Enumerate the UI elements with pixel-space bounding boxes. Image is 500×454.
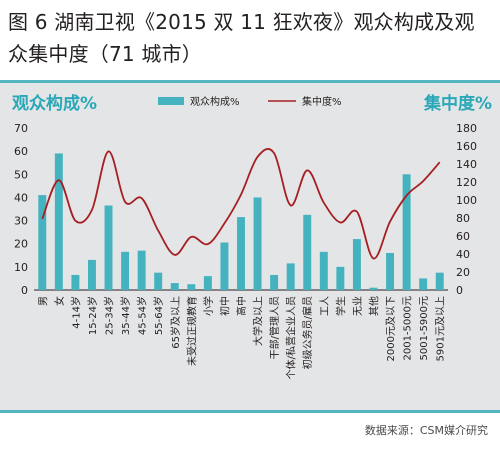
x-tick-label: 女 [53,296,66,306]
bar [121,251,130,290]
chart-panel [0,83,500,410]
bottom-rule [0,410,500,413]
x-tick-label: 学生 [334,296,347,316]
bar [386,252,395,290]
bar [402,174,411,290]
left-tick-label: 70 [14,122,28,135]
right-tick-label: 60 [456,230,470,243]
x-tick-label: 5001-5900元 [419,296,430,361]
legend-line-label: 集中度% [302,95,342,108]
x-tick-label: 15-24岁 [86,296,99,335]
bar [54,153,63,290]
figure-title: 图 6 湖南卫视《2015 双 11 狂欢夜》观众构成及观众集中度（71 城市） [8,10,475,66]
legend-bar-swatch [158,97,184,105]
right-axis-title: 集中度% [423,93,492,114]
bar [270,274,279,290]
left-tick-label: 10 [14,261,28,274]
left-tick-label: 20 [14,238,28,251]
bar [336,266,345,290]
left-tick-label: 50 [14,168,28,181]
left-tick-label: 30 [14,215,28,228]
x-tick-label: 初中 [218,296,231,316]
x-tick-label: 工人 [319,296,331,316]
left-tick-label: 0 [21,284,28,297]
bar [104,205,113,290]
legend-bar-label: 观众构成% [190,95,240,108]
bar [286,263,295,290]
x-tick-label: 2001-5000元 [403,296,414,361]
x-axis-labels: 男女 4-14岁 15-24岁 25-34岁 35-44岁 45-54岁 55-64岁 65岁… [37,296,446,379]
bar [352,239,361,290]
source-note: 数据来源：CSM媒介研究 [364,424,488,437]
x-tick-label: 高中 [235,296,248,316]
right-tick-label: 100 [456,194,477,207]
bar [170,283,179,290]
x-tick-label: 4-14岁 [69,296,82,329]
x-tick-label: 小学 [202,296,215,316]
bar [319,251,328,290]
bar [220,242,229,290]
bar [71,274,80,290]
bar [253,197,262,290]
right-tick-label: 140 [456,158,477,171]
right-tick-label: 40 [456,248,470,261]
right-tick-label: 80 [456,212,470,225]
line-series [41,148,441,260]
left-tick-label: 60 [14,145,28,158]
x-tick-label: 大学及以上 [252,296,265,346]
bar-series [38,153,444,290]
x-tick-label: 65岁及以上 [169,296,182,349]
bar [419,278,428,290]
top-rule [0,80,500,83]
x-tick-label: 干部/管理人员 [268,296,281,359]
bar [87,259,96,290]
left-axis-title: 观众构成% [11,93,97,114]
x-tick-label: 初级公务员/雇员 [301,296,314,369]
bar [187,284,196,290]
legend: 观众构成% 集中度% [158,95,342,108]
right-tick-label: 160 [456,140,477,153]
x-tick-label: 其他 [367,296,380,316]
x-tick-label: 45-54岁 [136,296,149,335]
bar [369,287,378,290]
x-tick-label: 无业 [352,296,364,316]
x-tick-label: 未受过正规教育 [185,296,198,366]
right-tick-label: 120 [456,176,477,189]
bar [137,250,146,290]
x-tick-label: 35-44岁 [119,296,132,335]
bar [435,272,444,290]
bar [203,276,212,290]
right-tick-label: 0 [456,284,463,297]
x-tick-label: 25-34岁 [103,296,116,335]
x-tick-label: 5901元及以上 [435,296,447,361]
x-tick-label: 55-64岁 [152,296,165,335]
x-tick-label: 2000元及以下 [385,296,397,361]
bar [154,272,163,290]
bar [38,195,47,290]
bar [303,214,312,290]
x-tick-label: 个体/私营企业人员 [285,296,298,379]
bar [237,217,245,290]
left-tick-label: 40 [14,191,28,204]
x-tick-label: 男 [37,296,49,306]
concentration-line [41,148,441,260]
right-tick-label: 180 [456,122,477,135]
right-tick-label: 20 [456,266,470,279]
